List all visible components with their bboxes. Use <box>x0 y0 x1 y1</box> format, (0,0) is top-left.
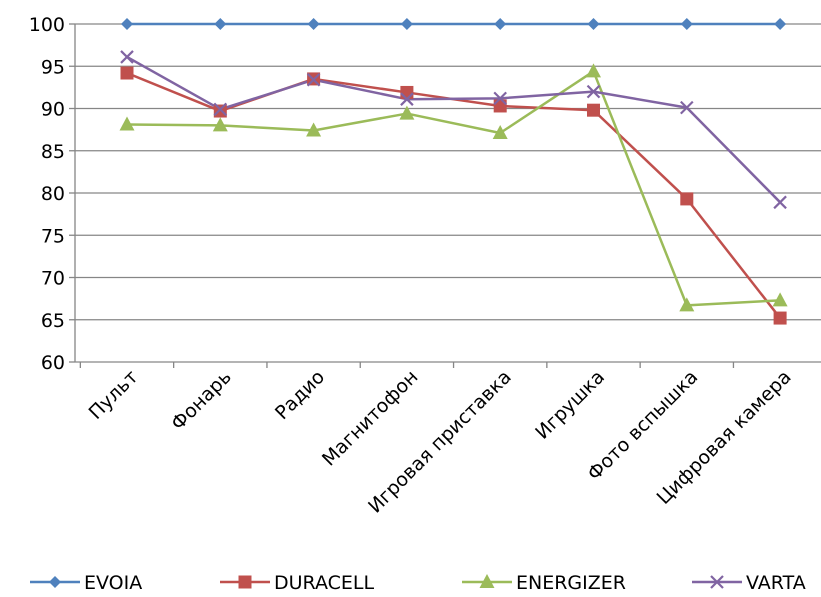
x-category-label: Радио <box>271 366 329 424</box>
data-point-evoia <box>494 18 507 30</box>
data-point-varta <box>680 100 694 115</box>
legend-marker <box>238 575 252 589</box>
x-category-label: Пульт <box>85 366 143 424</box>
data-point-duracell <box>120 66 134 80</box>
legend-item-varta: VARTA <box>692 572 806 594</box>
y-tick-label: 90 <box>41 99 65 121</box>
data-point-energizer <box>772 292 788 307</box>
y-tick-label: 70 <box>41 268 65 290</box>
y-tick-label: 60 <box>41 352 65 374</box>
y-axis-tick-labels: 60 65 70 75 80 85 90 95 100 <box>29 14 65 374</box>
data-point-energizer <box>119 116 135 131</box>
data-point-energizer <box>399 105 415 120</box>
data-point-duracell <box>680 192 694 206</box>
data-point-evoia <box>400 18 413 30</box>
y-tick-label: 85 <box>41 141 65 163</box>
gridlines <box>75 23 821 363</box>
data-point-energizer <box>679 297 695 312</box>
legend-item-duracell: DURACELL <box>220 572 374 594</box>
series-line-varta <box>126 55 781 204</box>
y-tick-label: 100 <box>29 14 65 36</box>
legend: EVOIA DURACELL ENERGIZER VARTA <box>30 572 806 594</box>
data-point-varta <box>773 195 787 210</box>
legend-label: DURACELL <box>274 572 374 594</box>
data-point-evoia <box>680 18 693 30</box>
data-point-evoia <box>774 18 787 30</box>
data-point-varta <box>493 91 507 106</box>
data-point-varta <box>586 84 601 99</box>
series-markers <box>119 18 788 325</box>
axes <box>69 23 735 368</box>
x-category-label: Фонарь <box>167 366 236 435</box>
y-tick-label: 80 <box>41 183 65 205</box>
data-point-duracell <box>587 103 600 117</box>
data-point-evoia <box>121 18 133 30</box>
legend-marker <box>710 575 724 589</box>
data-point-energizer <box>492 125 508 140</box>
data-point-varta <box>120 50 134 64</box>
data-point-varta <box>400 92 414 106</box>
y-tick-label: 65 <box>41 310 65 332</box>
data-point-energizer <box>212 117 228 132</box>
data-point-energizer <box>586 63 601 78</box>
y-tick-label: 95 <box>41 56 65 78</box>
legend-label: ENERGIZER <box>516 572 626 594</box>
series-line-energizer <box>126 70 781 307</box>
data-point-evoia <box>214 18 227 30</box>
data-point-evoia <box>587 18 600 30</box>
data-point-duracell <box>400 85 414 99</box>
data-point-varta <box>213 102 228 117</box>
data-point-duracell <box>773 311 787 325</box>
data-point-varta <box>306 72 321 87</box>
legend-label: VARTA <box>746 572 806 594</box>
data-point-evoia <box>307 18 320 30</box>
legend-marker <box>479 574 495 588</box>
x-category-label: Игрушка <box>531 366 609 444</box>
legend-marker <box>49 576 61 588</box>
data-point-duracell <box>213 104 227 118</box>
y-tick-label: 75 <box>41 225 65 247</box>
legend-label: EVOIA <box>84 572 142 594</box>
legend-item-energizer: ENERGIZER <box>462 572 626 594</box>
data-point-energizer <box>306 122 322 137</box>
x-category-label: Магнитофон <box>318 366 422 470</box>
legend-item-evoia: EVOIA <box>30 572 142 594</box>
series-lines <box>126 22 782 319</box>
